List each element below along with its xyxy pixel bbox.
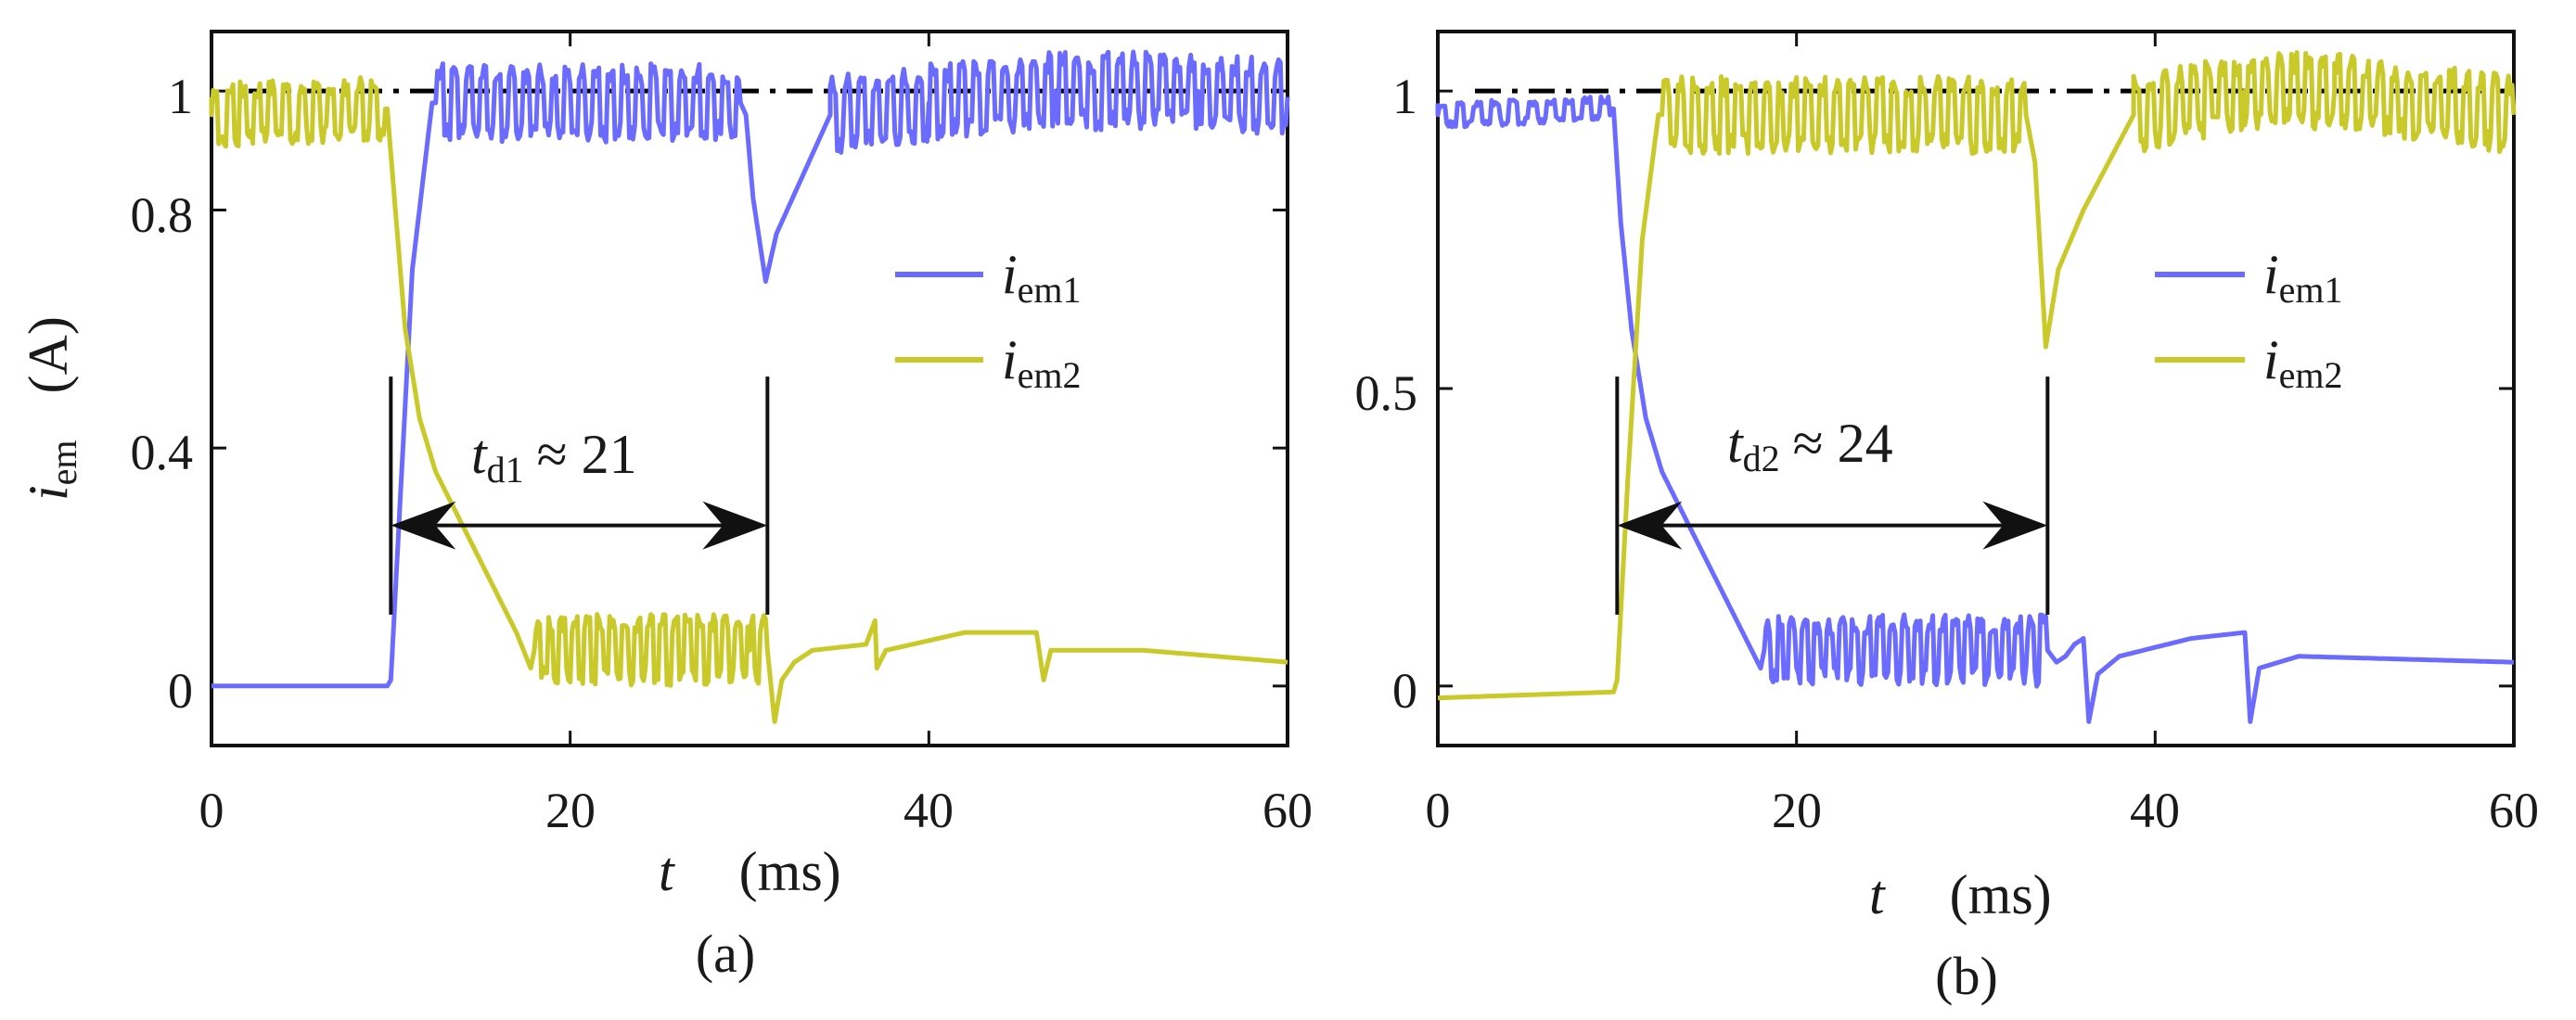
delay-arrowhead-left-b bbox=[1617, 501, 1683, 550]
y-tick-label-a-0: 0 bbox=[168, 663, 193, 719]
delay-arrowhead-left-a bbox=[391, 501, 456, 550]
x-axis-unit-b: (ms) bbox=[1950, 864, 2052, 925]
panel-label-b: (b) bbox=[1935, 946, 1998, 1006]
chart-panel-a: 0 20 40 60 0 0.4 0.8 1 iem (A) t (ms) iem1 bbox=[18, 30, 1313, 984]
chart-panel-b: 0 20 40 60 0 0.5 1 t (ms) iem1 iem2 td2 ≈ … bbox=[1355, 30, 2539, 1006]
y-tick-label-a-3: 1 bbox=[168, 69, 193, 124]
x-tick-label-b-1: 20 bbox=[1772, 783, 1822, 838]
x-tick-label-b-0: 0 bbox=[1426, 783, 1451, 838]
series-line-a-i-em2 bbox=[209, 75, 1288, 724]
annotation-label-b: td2 ≈ 24 bbox=[1727, 413, 1893, 479]
y-tick-label-b-0: 0 bbox=[1392, 663, 1417, 719]
y-axis-label-a: iem (A) bbox=[18, 316, 84, 501]
series-b bbox=[1435, 50, 2517, 724]
x-tick-label-a-3: 60 bbox=[1262, 783, 1313, 838]
y-tick-label-a-2: 0.8 bbox=[131, 187, 194, 243]
y-tick-label-a-1: 0.4 bbox=[131, 425, 194, 480]
series-line-a-i-em1 bbox=[211, 49, 1290, 689]
y-axis-unit-a: (A) bbox=[18, 316, 79, 393]
legend-label-a-em2: iem2 bbox=[1002, 329, 1082, 396]
legend-label-a-em1: iem1 bbox=[1002, 244, 1082, 311]
series-line-b-i-em2 bbox=[1437, 50, 2517, 701]
x-tick-label-a-1: 20 bbox=[545, 783, 596, 838]
series-a bbox=[209, 49, 1290, 724]
x-axis-label-a: t (ms) bbox=[659, 841, 841, 902]
y-axis-subscript-a: em bbox=[43, 440, 84, 485]
series-line-b-i-em1 bbox=[1435, 94, 2515, 724]
x-tick-label-a-2: 40 bbox=[904, 783, 954, 838]
annotation-label-a: td1 ≈ 21 bbox=[471, 424, 637, 491]
x-axis-unit-a: (ms) bbox=[739, 841, 841, 902]
delay-annotation-b bbox=[1615, 376, 2050, 615]
delay-arrowhead-right-a bbox=[702, 501, 768, 550]
x-axis-label-b: t (ms) bbox=[1869, 864, 2052, 925]
x-tick-label-b-2: 40 bbox=[2130, 783, 2180, 838]
x-tick-label-b-3: 60 bbox=[2489, 783, 2539, 838]
legend-label-b-em2: iem2 bbox=[2263, 329, 2343, 396]
y-tick-label-b-1: 0.5 bbox=[1355, 365, 1418, 421]
y-axis-symbol-a: i bbox=[18, 485, 79, 501]
y-tick-label-b-2: 1 bbox=[1392, 69, 1417, 124]
legend-a: iem1 iem2 bbox=[895, 244, 1082, 396]
x-tick-label-a-0: 0 bbox=[199, 783, 224, 838]
x-axis-symbol-a: t bbox=[659, 841, 675, 902]
x-axis-symbol-b: t bbox=[1869, 864, 1886, 925]
delay-annotation-a bbox=[389, 376, 770, 615]
legend-b: iem1 iem2 bbox=[2155, 244, 2343, 396]
delay-arrowhead-right-b bbox=[1982, 501, 2048, 550]
legend-label-b-em1: iem1 bbox=[2263, 244, 2343, 311]
svg-text:iem(A): iem (A) bbox=[18, 316, 84, 501]
panel-label-a: (a) bbox=[696, 924, 755, 984]
